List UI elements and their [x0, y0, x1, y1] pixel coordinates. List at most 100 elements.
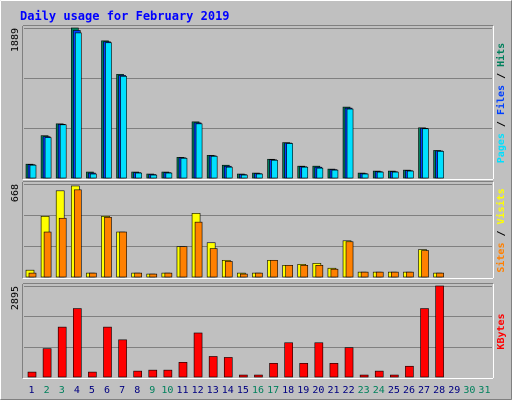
bar	[74, 32, 82, 179]
x-tick-label: 19	[297, 385, 309, 396]
x-tick-label: 25	[388, 385, 400, 396]
bar	[345, 241, 354, 278]
x-tick-label: 14	[222, 385, 234, 396]
legend: Pages / Files / Hits	[495, 43, 507, 163]
bar	[359, 374, 369, 378]
bar	[224, 261, 233, 278]
x-tick-label: 10	[161, 385, 173, 396]
legend-entry: Files	[495, 85, 507, 115]
bar	[284, 342, 293, 378]
bar	[88, 371, 97, 378]
bar	[376, 171, 384, 179]
x-tick-label: 31	[478, 385, 490, 396]
bar	[165, 172, 173, 179]
bar	[119, 231, 127, 278]
bar	[28, 272, 37, 278]
bar	[118, 339, 127, 378]
bar	[150, 174, 158, 179]
legend: Sites / Visits	[495, 188, 507, 272]
bar	[331, 169, 339, 179]
bar	[73, 189, 82, 278]
x-tick-label: 21	[327, 385, 339, 396]
bar	[89, 272, 97, 278]
y-tick-label: 1889	[10, 28, 21, 52]
x-tick-label: 7	[119, 385, 125, 396]
bar	[134, 272, 142, 278]
bar	[375, 271, 384, 278]
x-tick-label: 5	[89, 385, 95, 396]
bar	[240, 273, 248, 278]
bar	[314, 342, 324, 378]
bar	[148, 369, 158, 378]
bar	[135, 172, 142, 179]
legend: KBytes	[496, 313, 507, 349]
bar	[405, 365, 414, 378]
x-tick-label: 15	[237, 385, 249, 396]
x-tick-label: 8	[134, 385, 140, 396]
bar	[344, 347, 354, 378]
bar	[120, 76, 127, 179]
chart-title: Daily usage for February 2019	[20, 9, 230, 23]
bar	[105, 42, 112, 179]
bar	[436, 272, 444, 278]
bar	[209, 248, 218, 278]
legend-entry: Visits	[495, 188, 507, 224]
bar	[330, 268, 339, 278]
bar	[329, 363, 339, 378]
bar	[43, 231, 52, 278]
bar	[225, 166, 233, 179]
bar	[57, 326, 67, 378]
x-tick-label: 29	[448, 385, 460, 396]
bar	[300, 265, 309, 278]
bar	[270, 259, 278, 278]
bar	[193, 332, 203, 378]
bar	[104, 216, 112, 278]
bar	[390, 374, 399, 378]
x-tick-label: 24	[373, 385, 385, 396]
bar	[42, 348, 52, 378]
x-tick-label: 26	[403, 385, 415, 396]
x-tick-label: 1	[29, 385, 35, 396]
bar	[72, 308, 82, 378]
bar	[29, 164, 37, 179]
bar	[421, 250, 429, 278]
y-tick-label: 2895	[10, 286, 21, 310]
bar	[179, 246, 188, 278]
bar	[164, 272, 173, 278]
bar	[271, 159, 278, 179]
bar	[90, 173, 97, 179]
bar	[103, 326, 112, 378]
legend-entry: Sites	[495, 243, 507, 273]
bar	[406, 271, 414, 278]
legend-separator: /	[496, 224, 507, 242]
bar	[256, 173, 263, 179]
bar	[239, 374, 248, 378]
bar	[286, 143, 293, 179]
x-tick-label: 6	[104, 385, 110, 396]
bar	[422, 128, 429, 179]
x-tick-label: 30	[463, 385, 475, 396]
x-tick-label: 23	[358, 385, 370, 396]
legend-separator: /	[496, 115, 507, 133]
x-tick-label: 17	[267, 385, 279, 396]
x-tick-label: 16	[252, 385, 264, 396]
x-tick-label: 13	[207, 385, 219, 396]
bar	[361, 173, 369, 179]
x-tick-label: 9	[149, 385, 155, 396]
bar	[27, 371, 37, 378]
x-tick-label: 2	[44, 385, 50, 396]
bar	[180, 158, 188, 179]
bar	[133, 370, 142, 378]
x-tick-label: 3	[59, 385, 65, 396]
bar	[210, 156, 218, 179]
bar	[301, 166, 309, 179]
bar	[374, 370, 384, 378]
legend-separator: /	[496, 67, 507, 85]
bar	[392, 171, 399, 179]
bar	[194, 221, 203, 278]
legend-entry: KBytes	[496, 313, 507, 349]
x-tick-label: 4	[74, 385, 80, 396]
x-tick-label: 28	[433, 385, 445, 396]
